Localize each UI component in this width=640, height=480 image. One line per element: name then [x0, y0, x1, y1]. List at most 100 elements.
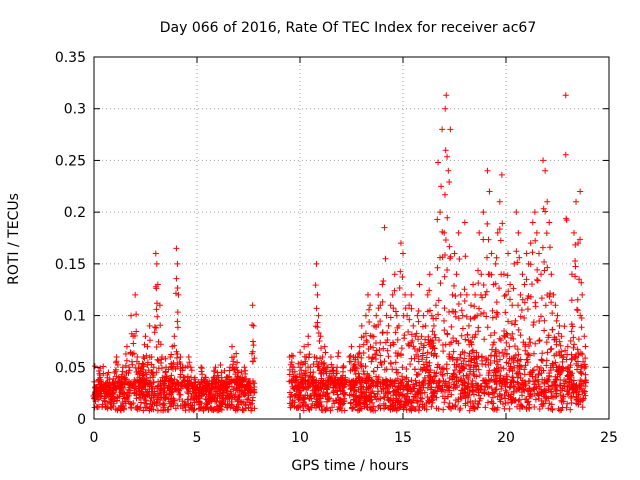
data-point — [429, 328, 436, 335]
data-point — [233, 350, 240, 357]
data-point — [316, 395, 323, 402]
data-point — [568, 321, 575, 328]
data-point — [368, 358, 375, 365]
data-point — [237, 387, 244, 394]
data-point — [522, 341, 529, 348]
data-point — [410, 343, 417, 350]
data-point — [462, 361, 469, 368]
data-point — [312, 387, 319, 394]
data-point — [184, 363, 191, 370]
data-point — [399, 273, 406, 280]
data-point — [543, 339, 550, 346]
data-point — [387, 302, 394, 309]
data-point — [429, 396, 436, 403]
data-point — [527, 369, 534, 376]
data-point — [157, 359, 164, 366]
data-point — [127, 387, 134, 394]
data-point — [123, 376, 130, 383]
data-point — [485, 236, 492, 243]
data-point — [193, 396, 200, 403]
data-point — [420, 312, 427, 319]
data-point — [573, 198, 580, 205]
data-point — [506, 405, 513, 412]
data-point — [194, 398, 201, 405]
data-point — [416, 403, 423, 410]
data-point — [441, 382, 448, 389]
data-point — [544, 349, 551, 356]
data-point — [301, 343, 308, 350]
data-point — [173, 275, 180, 282]
data-point — [535, 250, 542, 257]
data-point — [582, 377, 589, 384]
data-point — [507, 365, 514, 372]
data-point — [493, 365, 500, 372]
data-point — [503, 351, 510, 358]
data-point — [497, 337, 504, 344]
data-point — [455, 315, 462, 322]
data-point — [122, 350, 129, 357]
data-point — [377, 352, 384, 359]
data-point — [456, 406, 463, 413]
data-point — [444, 330, 451, 337]
data-point — [567, 369, 574, 376]
data-point — [414, 397, 421, 404]
data-point — [154, 396, 161, 403]
data-point — [571, 354, 578, 361]
data-point — [384, 329, 391, 336]
data-point — [358, 354, 365, 361]
data-point — [550, 291, 557, 298]
data-point — [416, 379, 423, 386]
data-point — [228, 383, 235, 390]
data-point — [150, 394, 157, 401]
data-point — [505, 399, 512, 406]
y-tick-label: 0.15 — [55, 257, 86, 273]
chart-title: Day 066 of 2016, Rate Of TEC Index for r… — [160, 20, 536, 36]
data-point — [250, 338, 257, 345]
data-point — [515, 302, 522, 309]
data-point — [364, 291, 371, 298]
data-point — [559, 367, 566, 374]
data-point — [360, 341, 367, 348]
data-point — [375, 291, 382, 298]
data-point — [356, 400, 363, 407]
data-point — [405, 328, 412, 335]
data-point — [415, 389, 422, 396]
data-point — [372, 407, 379, 414]
data-point — [512, 352, 519, 359]
data-point — [387, 406, 394, 413]
data-point — [541, 393, 548, 400]
data-point — [418, 333, 425, 340]
data-point — [498, 171, 505, 178]
y-tick-label: 0.1 — [64, 309, 86, 325]
data-point — [170, 359, 177, 366]
data-point — [181, 377, 188, 384]
data-point — [286, 378, 293, 385]
data-point — [524, 399, 531, 406]
data-point — [575, 401, 582, 408]
data-point — [452, 402, 459, 409]
data-point — [153, 285, 160, 292]
data-point — [441, 305, 448, 312]
data-point — [463, 313, 470, 320]
data-point — [475, 328, 482, 335]
data-point — [553, 390, 560, 397]
data-point — [441, 317, 448, 324]
data-point — [486, 188, 493, 195]
data-point — [250, 342, 257, 349]
data-point — [153, 344, 160, 351]
data-point — [488, 385, 495, 392]
data-point — [534, 277, 541, 284]
data-point — [177, 391, 184, 398]
data-point — [143, 352, 150, 359]
data-point — [533, 229, 540, 236]
data-point — [144, 361, 151, 368]
data-point — [163, 364, 170, 371]
data-point — [127, 381, 134, 388]
data-point — [442, 147, 449, 154]
data-point — [496, 368, 503, 375]
data-point — [582, 343, 589, 350]
data-point — [249, 358, 256, 365]
data-point — [419, 352, 426, 359]
data-point — [475, 280, 482, 287]
data-point — [572, 273, 579, 280]
